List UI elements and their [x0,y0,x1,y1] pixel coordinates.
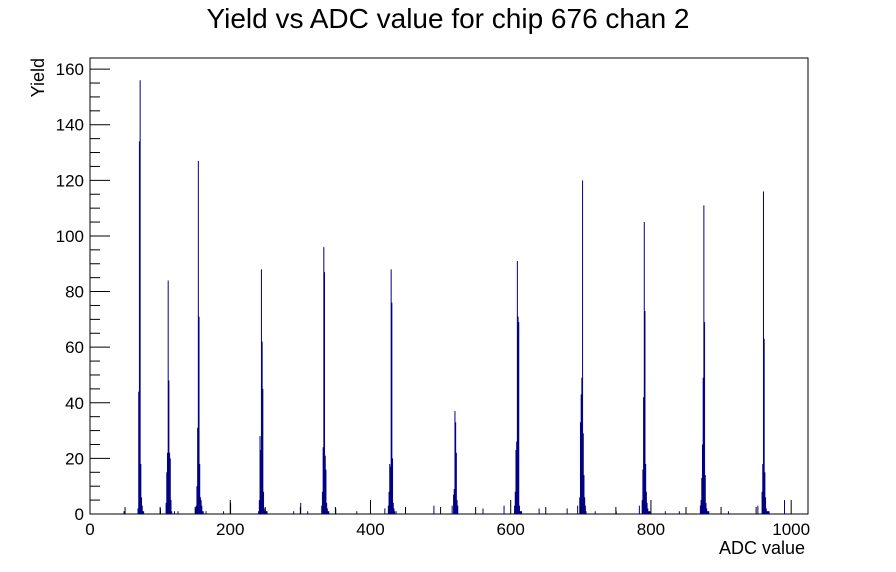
y-tick-label: 140 [56,116,84,135]
x-tick-label: 800 [637,520,665,539]
x-tick-label: 0 [85,520,94,539]
x-tick-label: 400 [356,520,384,539]
x-tick-label: 600 [497,520,525,539]
chart-title: Yield vs ADC value for chip 676 chan 2 [206,3,689,34]
histogram-bars [123,80,786,514]
y-axis-label: Yield [28,58,48,97]
y-tick-label: 20 [65,449,84,468]
y-tick-label: 40 [65,394,84,413]
x-tick-label: 1000 [772,520,810,539]
y-tick-label: 80 [65,283,84,302]
y-tick-label: 0 [75,505,84,524]
x-axis: 0 200 400 600 800 1000 [85,500,810,539]
y-tick-label: 160 [56,60,84,79]
x-tick-label: 200 [216,520,244,539]
plot-frame [89,57,809,515]
x-axis-label: ADC value [719,538,805,558]
y-tick-label: 100 [56,227,84,246]
y-tick-label: 60 [65,338,84,357]
y-axis: 0 20 40 60 80 100 120 140 160 [56,60,110,524]
y-tick-label: 120 [56,171,84,190]
